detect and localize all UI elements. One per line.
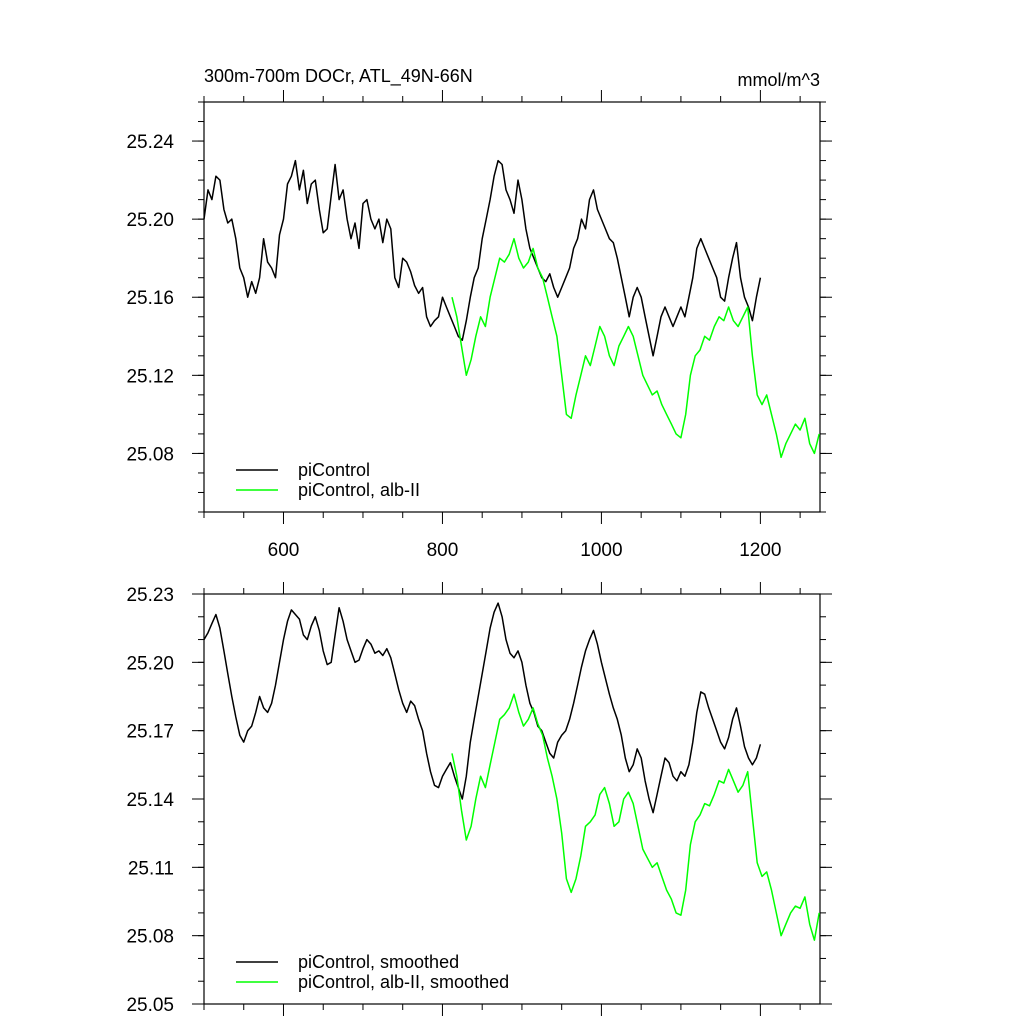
y-tick-label: 25.23 (126, 585, 174, 606)
legend-label-alb-ii: piControl, alb-II (298, 480, 420, 500)
y-tick-label: 25.12 (126, 366, 174, 387)
x-tick-label: 600 (268, 540, 300, 561)
bottom-y-ticks: 25.05 25.08 25.11 25.14 25.17 25.20 25.23 (126, 585, 832, 1016)
bottom-legend: piControl, smoothed piControl, alb-II, s… (236, 952, 509, 992)
bottom-series (203, 602, 820, 941)
top-x-ticks: 600 800 1000 1200 (203, 90, 801, 561)
y-tick-label: 25.24 (126, 132, 174, 153)
legend-label-picontrol-smoothed: piControl, smoothed (298, 952, 459, 972)
y-tick-label: 25.20 (126, 653, 174, 674)
bottom-series-picontrol-line (203, 602, 762, 814)
y-tick-label: 25.20 (126, 210, 174, 231)
y-tick-label: 25.16 (126, 288, 174, 309)
x-tick-label: 1000 (580, 540, 622, 561)
y-tick-label: 25.05 (126, 995, 174, 1016)
legend-label-picontrol: piControl (298, 460, 370, 480)
bottom-x-ticks (203, 582, 801, 1016)
top-panel: 300m-700m DOCr, ATL_49N-66N mmol/m^3 600… (126, 66, 832, 561)
bottom-panel: 25.05 25.08 25.11 25.14 25.17 25.20 25.23 piCo… (126, 582, 832, 1016)
top-units: mmol/m^3 (738, 70, 820, 90)
legend-label-alb-ii-smoothed: piControl, alb-II, smoothed (298, 972, 509, 992)
bottom-series-alb-ii-line (451, 693, 820, 941)
top-y-ticks: 25.08 25.12 25.16 25.20 25.24 (126, 101, 832, 513)
top-title: 300m-700m DOCr, ATL_49N-66N (204, 66, 473, 87)
x-tick-label: 800 (427, 540, 459, 561)
y-tick-label: 25.17 (126, 722, 174, 743)
top-series (203, 159, 820, 459)
top-series-picontrol-line (203, 159, 762, 357)
x-tick-label: 1200 (739, 540, 781, 561)
y-tick-label: 25.08 (126, 927, 174, 948)
top-plot-frame (203, 101, 821, 513)
y-tick-label: 25.11 (128, 858, 174, 879)
top-legend: piControl piControl, alb-II (236, 460, 420, 500)
top-series-alb-ii-line (451, 237, 820, 459)
y-tick-label: 25.14 (126, 790, 174, 811)
y-tick-label: 25.08 (126, 444, 174, 465)
